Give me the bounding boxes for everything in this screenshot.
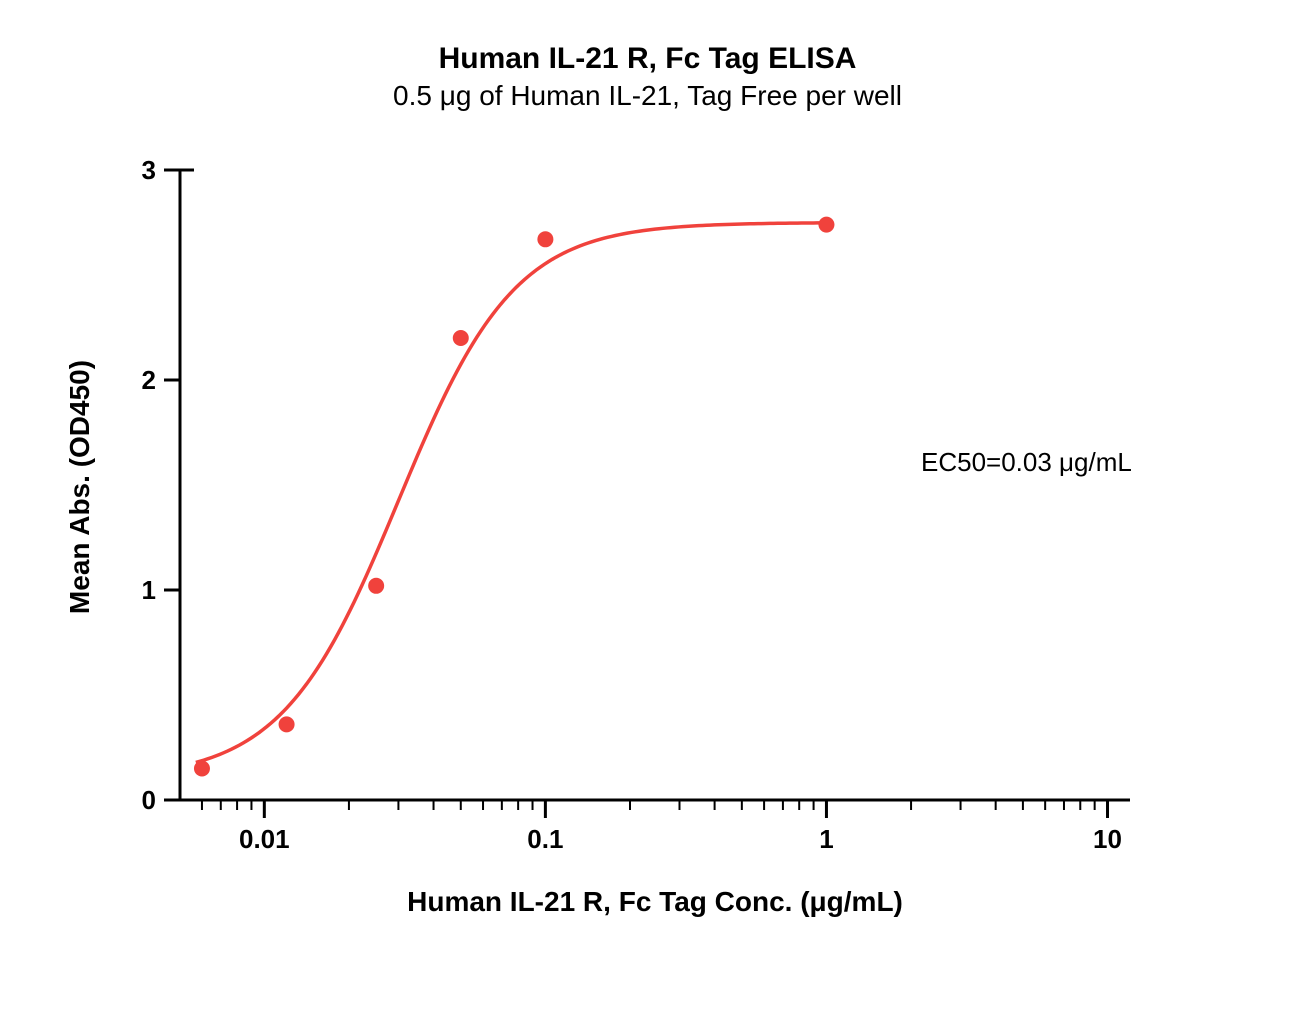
fit-curve: [196, 223, 829, 763]
chart-canvas: Human IL-21 R, Fc Tag ELISA 0.5 μg of Hu…: [0, 0, 1295, 1032]
y-axis-label: Mean Abs. (OD450): [64, 287, 96, 687]
y-tick-label: 0: [142, 785, 156, 815]
x-tick-label: 1: [819, 824, 833, 854]
plot-area: 0 1 2 3 0.01 0.1 1 10: [0, 0, 1295, 1032]
x-axis-label: Human IL-21 R, Fc Tag Conc. (μg/mL): [180, 886, 1130, 918]
data-marker: [279, 716, 295, 732]
x-tick-label: 10: [1093, 824, 1122, 854]
data-marker: [537, 231, 553, 247]
x-tick-label: 0.01: [239, 824, 290, 854]
data-marker: [453, 330, 469, 346]
y-tick-label: 2: [142, 365, 156, 395]
data-marker: [818, 217, 834, 233]
data-marker: [368, 578, 384, 594]
y-tick-label: 3: [142, 155, 156, 185]
ec50-annotation: EC50=0.03 μg/mL: [921, 447, 1132, 478]
x-tick-label: 0.1: [527, 824, 563, 854]
y-tick-label: 1: [142, 575, 156, 605]
data-marker: [194, 761, 210, 777]
